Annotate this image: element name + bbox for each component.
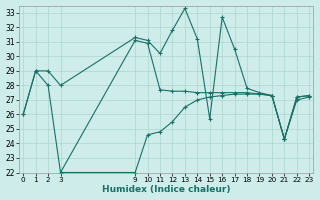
- X-axis label: Humidex (Indice chaleur): Humidex (Indice chaleur): [102, 185, 230, 194]
